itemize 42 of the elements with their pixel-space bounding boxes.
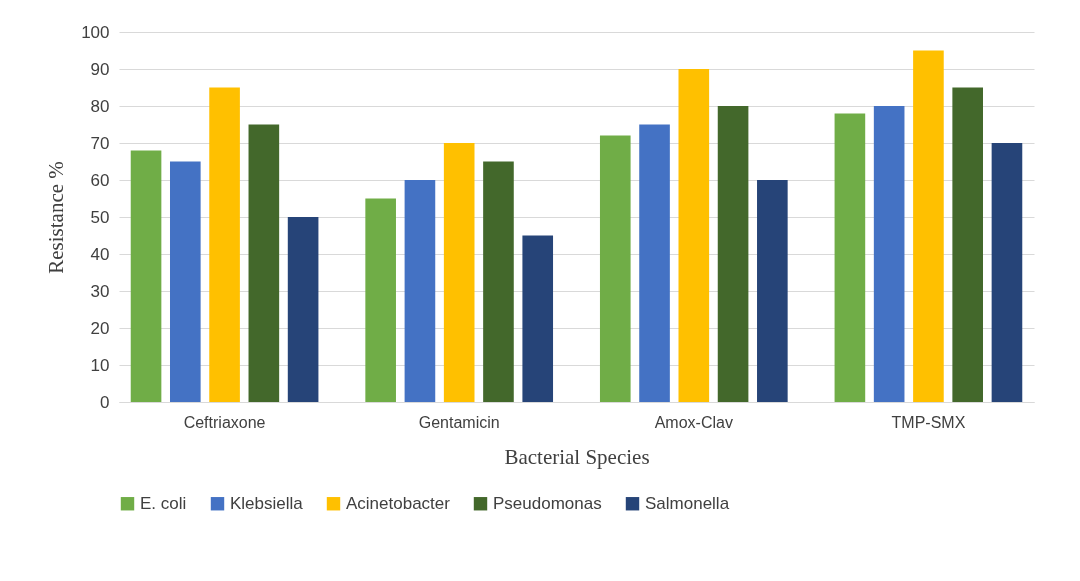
bar [834,113,866,402]
legend-label: Pseudomonas [493,493,602,513]
x-tick-label: Amox-Clav [654,413,733,431]
y-tick-label: 50 [90,207,110,227]
bar [130,150,162,402]
y-tick-label: 40 [90,244,110,264]
x-tick-label: Gentamicin [418,413,500,431]
bar [952,87,983,402]
y-tick-label: 20 [90,318,110,338]
bar [209,87,240,402]
bar [599,135,631,402]
x-tick-label: TMP-SMX [891,413,966,431]
y-tick-label: 30 [90,281,110,301]
y-tick-label: 10 [90,355,110,375]
y-tick-label: 70 [90,133,110,153]
bar [170,161,201,402]
y-tick-label: 100 [81,22,110,42]
x-axis-title: Bacterial Species [504,444,650,469]
bar [522,235,554,402]
y-tick-label: 0 [100,392,110,412]
legend-label: Klebsiella [230,493,304,513]
legend-label: Salmonella [645,493,730,513]
bar [483,161,514,402]
bar [913,50,944,402]
bar [404,180,436,402]
y-axis-title: Resistance % [44,161,69,274]
bar [717,106,749,402]
legend-label: Acinetobacter [346,493,451,513]
bar [639,124,670,402]
y-tick-label: 90 [90,59,110,79]
bar [757,180,788,402]
bar [991,143,1023,402]
bar [443,143,475,402]
bar [287,217,319,402]
bar [365,198,396,402]
bar [248,124,280,402]
bar [873,106,905,402]
x-tick-label: Ceftriaxone [183,413,266,431]
y-tick-label: 60 [90,170,110,190]
bar [678,69,710,402]
y-tick-label: 80 [90,96,110,116]
legend-label: E. coli [140,493,187,513]
